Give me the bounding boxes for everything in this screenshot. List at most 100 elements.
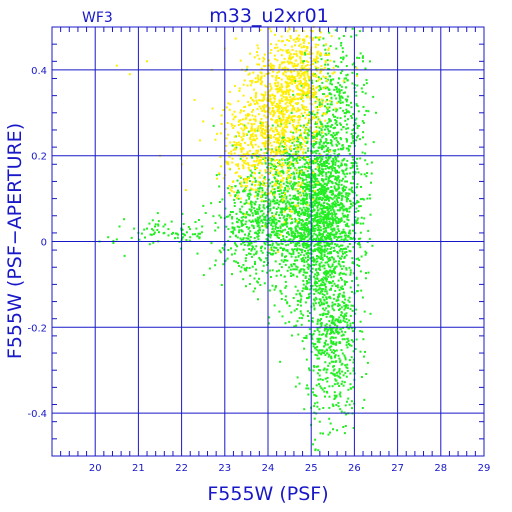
point-green (314, 302, 317, 305)
point-green (300, 312, 303, 315)
point-yellow (275, 184, 278, 187)
point-green (305, 217, 308, 220)
point-green (273, 246, 276, 249)
point-green (321, 184, 324, 187)
point-green (255, 245, 258, 248)
point-yellow (229, 188, 232, 191)
point-green (322, 281, 325, 284)
point-green (334, 336, 337, 339)
point-green (335, 179, 338, 182)
point-green (326, 153, 329, 156)
point-green (341, 187, 344, 190)
point-green (284, 255, 286, 258)
point-yellow (286, 30, 289, 33)
point-green (357, 237, 360, 240)
point-green (345, 198, 348, 201)
point-yellow (329, 59, 332, 62)
point-green (297, 255, 300, 258)
point-green (354, 232, 357, 235)
point-yellow (282, 95, 285, 98)
point-yellow (292, 78, 295, 81)
point-green (347, 397, 350, 400)
point-green (300, 258, 303, 261)
point-green (350, 133, 353, 135)
point-yellow (228, 90, 231, 93)
point-green (341, 380, 344, 383)
point-green (194, 233, 196, 236)
point-yellow (279, 105, 282, 108)
point-green (252, 246, 255, 249)
point-green (365, 79, 368, 81)
point-green (318, 287, 321, 290)
point-green (308, 195, 311, 198)
point-green (333, 218, 336, 221)
point-yellow (275, 77, 278, 80)
point-green (325, 234, 328, 237)
point-yellow (254, 167, 257, 170)
point-yellow (265, 128, 268, 131)
point-green (276, 232, 279, 235)
point-green (297, 299, 300, 302)
point-yellow (255, 99, 258, 102)
point-green (328, 417, 331, 420)
point-yellow (266, 150, 269, 153)
point-green (316, 357, 319, 360)
point-green (347, 388, 350, 391)
point-yellow (297, 34, 300, 37)
point-yellow (269, 129, 272, 132)
point-green (277, 187, 280, 190)
point-yellow (254, 188, 257, 191)
point-green (289, 242, 292, 244)
point-green (296, 231, 299, 234)
point-green (372, 141, 375, 144)
point-green (344, 180, 347, 183)
point-green (341, 261, 344, 263)
point-yellow (273, 111, 276, 114)
point-yellow (288, 168, 291, 171)
point-yellow (321, 98, 323, 101)
point-yellow (299, 43, 302, 46)
point-green (326, 278, 328, 281)
point-green (331, 218, 334, 220)
point-green (296, 182, 298, 185)
point-green (183, 234, 186, 237)
point-green (261, 209, 264, 212)
point-green (352, 162, 355, 165)
point-yellow (254, 128, 256, 131)
point-green (313, 245, 316, 247)
point-green (321, 256, 324, 259)
point-green (318, 349, 321, 352)
point-green (300, 304, 302, 307)
point-yellow (263, 108, 265, 111)
point-green (343, 112, 346, 114)
point-green (287, 162, 289, 165)
point-green (311, 333, 314, 336)
point-green (283, 136, 285, 138)
point-yellow (239, 197, 242, 200)
point-green (318, 213, 321, 216)
point-yellow (292, 38, 295, 41)
point-green (332, 166, 335, 169)
point-green (236, 179, 239, 182)
point-green (344, 320, 347, 323)
point-yellow (317, 43, 320, 46)
point-yellow (256, 108, 259, 111)
point-yellow (246, 152, 249, 155)
point-green (333, 271, 336, 274)
point-green (339, 102, 342, 104)
point-green (346, 304, 349, 307)
point-green (284, 188, 287, 191)
point-green (305, 252, 308, 255)
point-green (283, 275, 286, 278)
point-green (292, 252, 295, 255)
point-green (323, 345, 326, 348)
point-green (303, 131, 306, 134)
point-yellow (265, 125, 268, 128)
point-green (317, 273, 320, 276)
point-green (320, 203, 323, 206)
point-green (158, 231, 160, 234)
point-yellow (298, 44, 301, 47)
point-yellow (264, 145, 267, 148)
point-green (334, 175, 337, 178)
point-green (167, 234, 170, 237)
